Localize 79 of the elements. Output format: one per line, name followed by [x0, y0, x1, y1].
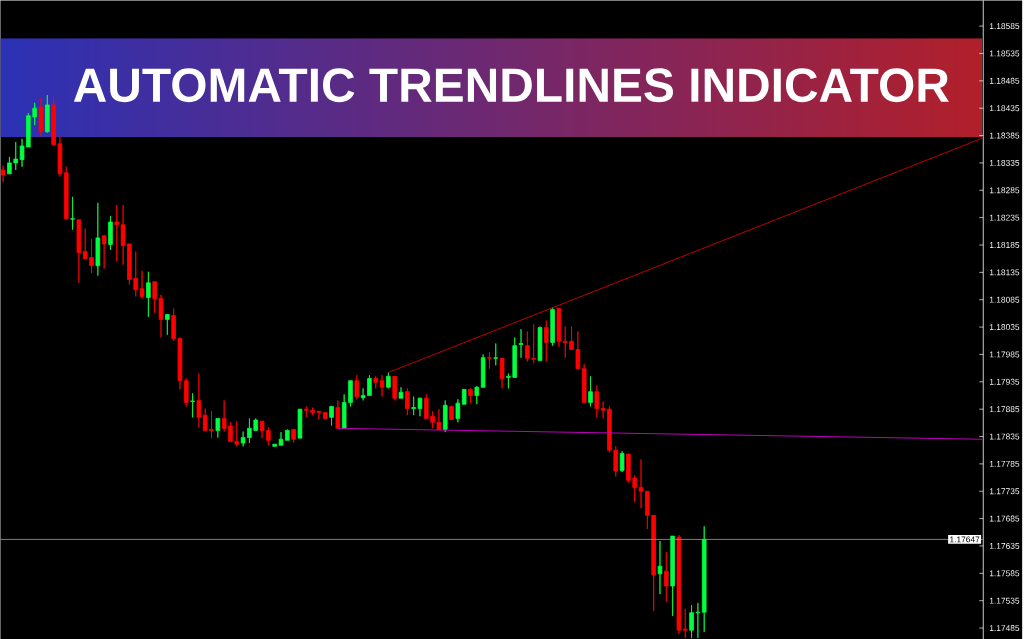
candlestick	[322, 411, 328, 420]
y-tick-label: 1.18435	[989, 105, 1020, 111]
candlestick	[468, 387, 473, 404]
candlestick	[297, 408, 303, 439]
candlestick	[594, 385, 600, 418]
candlestick	[682, 608, 688, 639]
candlestick	[474, 385, 480, 405]
candlestick	[146, 271, 151, 317]
y-tick-label: 1.17935	[989, 378, 1020, 385]
y-tick-label: 1.17985	[989, 351, 1020, 358]
candlestick	[442, 399, 448, 433]
candlestick	[38, 96, 44, 137]
candlestick	[291, 428, 296, 443]
candlestick	[329, 405, 334, 426]
y-tick-label: 1.17635	[989, 542, 1020, 549]
candlestick	[518, 328, 524, 358]
candlestick	[45, 94, 50, 134]
candlestick	[537, 325, 543, 361]
y-tick-label: 1.18285	[989, 187, 1020, 194]
candlestick	[657, 540, 663, 595]
candlestick	[114, 204, 120, 262]
y-tick-label: 1.18185	[989, 241, 1020, 248]
candlestick	[461, 388, 467, 405]
y-tick-label: 1.18485	[989, 77, 1020, 84]
candlestick	[183, 377, 189, 407]
y-tick-label: 1.18135	[989, 269, 1020, 276]
candlestick	[165, 313, 170, 335]
candlestick	[556, 307, 562, 347]
y-tick-label: 1.18235	[989, 214, 1020, 221]
y-tick-label: 1.17735	[989, 488, 1020, 495]
candlestick	[676, 534, 682, 635]
candlestick	[455, 398, 461, 423]
candlestick	[392, 375, 397, 401]
y-tick-label: 1.17885	[989, 405, 1020, 412]
candlestick	[581, 363, 587, 403]
candlestick	[379, 374, 385, 397]
candlestick	[354, 374, 360, 400]
candlestick	[76, 219, 82, 283]
y-tick-label: 1.18335	[989, 159, 1020, 166]
candlestick	[499, 357, 505, 389]
candlestick	[95, 202, 101, 276]
candlestick	[493, 342, 499, 366]
y-tick-label: 1.18585	[989, 22, 1020, 29]
text: AUTOMATIC TRENDLINES INDICATOR	[73, 68, 949, 102]
y-tick-label: 1.17685	[989, 515, 1020, 522]
candlestick	[588, 375, 593, 407]
candlestick	[544, 319, 549, 362]
candlestick	[449, 405, 454, 421]
candlestick	[664, 551, 669, 602]
candlestick	[670, 535, 675, 617]
candlestick	[63, 166, 69, 221]
y-tick-label: 1.18035	[989, 323, 1020, 330]
candlestick	[215, 417, 221, 438]
y-tick-label: 1.18385	[989, 132, 1020, 139]
candlestick	[196, 373, 202, 428]
candlestick	[480, 353, 486, 388]
y-tick-label: 1.17485	[989, 624, 1020, 631]
candlestick	[101, 235, 107, 269]
y-tick-label: 1.17835	[989, 433, 1020, 440]
candlestick	[108, 215, 113, 251]
y-tick-label: 1.17585	[989, 570, 1020, 577]
candlestick	[550, 306, 555, 346]
candlestick	[139, 270, 145, 299]
ref-line-label: 1.17647	[950, 536, 980, 543]
candlestick	[373, 375, 379, 389]
y-tick-label: 1.18535	[989, 50, 1020, 57]
candlestick	[487, 351, 492, 369]
candlestick	[190, 392, 195, 418]
y-tick-label: 1.18085	[989, 296, 1020, 303]
y-tick-label: 1.17535	[989, 597, 1020, 604]
candlestick	[398, 386, 404, 399]
candlestick	[335, 399, 341, 429]
candlestick	[701, 525, 707, 633]
candlestick	[70, 196, 75, 230]
candlestick	[405, 387, 410, 416]
candlestick	[619, 450, 625, 473]
candlestick	[386, 371, 391, 389]
candlestick	[0, 165, 6, 183]
y-tick-label: 1.17785	[989, 460, 1020, 467]
